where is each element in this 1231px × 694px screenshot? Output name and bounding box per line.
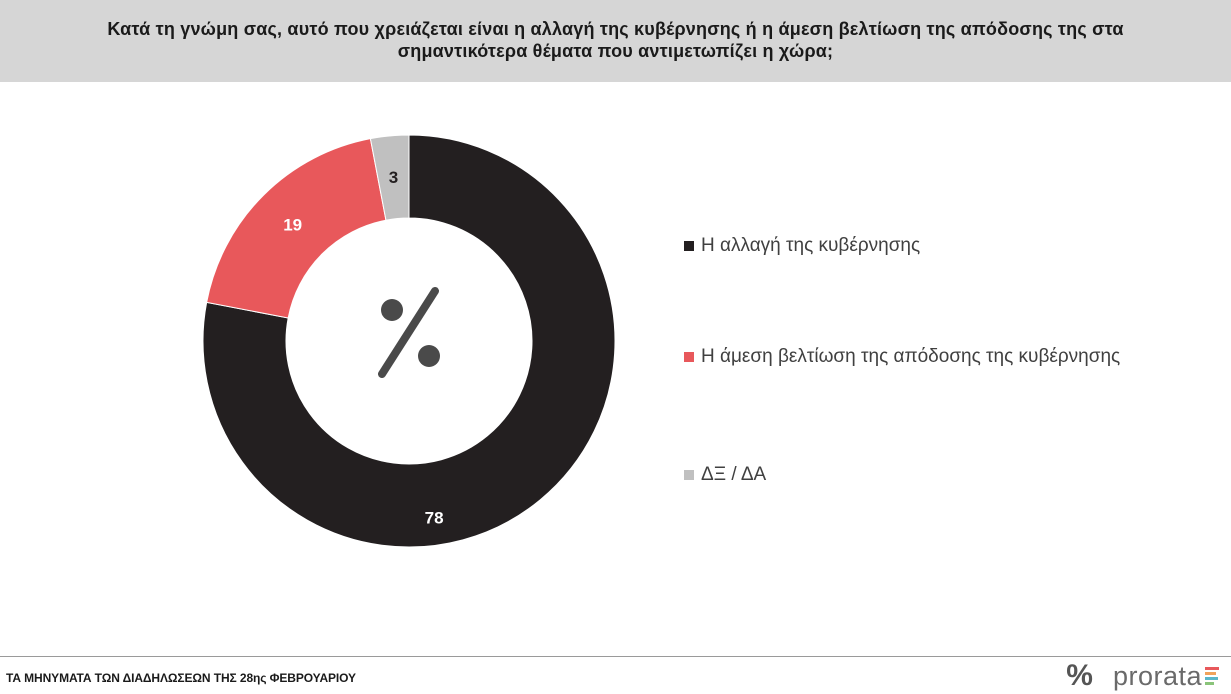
- legend-item: ΔΞ / ΔΑ: [684, 464, 766, 486]
- legend-item: Η άμεση βελτίωση της απόδοσης της κυβέρν…: [684, 346, 1120, 368]
- legend-item: Η αλλαγή της κυβέρνησης: [684, 235, 920, 257]
- legend-swatch: [684, 241, 694, 251]
- donut-slices: [202, 134, 616, 548]
- center-percent-icon: [378, 287, 440, 378]
- donut-data-label: 78: [425, 509, 444, 528]
- legend-swatch: [684, 352, 694, 362]
- brand-bar: [1205, 682, 1214, 685]
- donut-slice: [202, 134, 616, 548]
- legend-label: Η άμεση βελτίωση της απόδοσης της κυβέρν…: [701, 346, 1121, 367]
- percent-logo-icon: %: [1066, 659, 1093, 692]
- donut-slice: [369, 134, 410, 221]
- prorata-logo: % prorata: [1066, 660, 1219, 692]
- center-percent-dot-top: [381, 299, 403, 321]
- brand-bar: [1205, 667, 1219, 670]
- legend-label: ΔΞ / ΔΑ: [701, 464, 767, 485]
- brand-bar: [1205, 672, 1216, 675]
- brand-name: prorata: [1112, 661, 1202, 691]
- donut-slice: [206, 138, 387, 319]
- question-line-2: σημαντικότερα θέματα που αντιμετωπίζει η…: [397, 41, 834, 61]
- center-percent-dot-bottom: [418, 345, 440, 367]
- donut-data-label: 3: [389, 168, 398, 187]
- brand-bar: [1205, 677, 1218, 680]
- legend-label: Η αλλαγή της κυβέρνησης: [701, 235, 921, 256]
- donut-data-labels: 78 19 3: [283, 168, 443, 527]
- center-percent-slash: [378, 287, 439, 378]
- question-line-1: Κατά τη γνώμη σας, αυτό που χρειάζεται ε…: [107, 19, 1124, 39]
- donut-data-label: 19: [283, 216, 302, 235]
- footer-caption: ΤΑ ΜΗΝΥΜΑΤΑ ΤΩΝ ΔΙΑΔΗΛΩΣΕΩΝ ΤΗΣ 28ης ΦΕΒ…: [6, 671, 356, 685]
- chart-legend: Η αλλαγή της κυβέρνησης Η άμεση βελτίωση …: [684, 0, 1224, 694]
- legend-swatch: [684, 470, 694, 480]
- chart-title: Κατά τη γνώμη σας, αυτό που χρειάζεται ε…: [0, 0, 1231, 82]
- footer-divider: [0, 656, 1231, 657]
- brand-bars-icon: [1205, 663, 1219, 689]
